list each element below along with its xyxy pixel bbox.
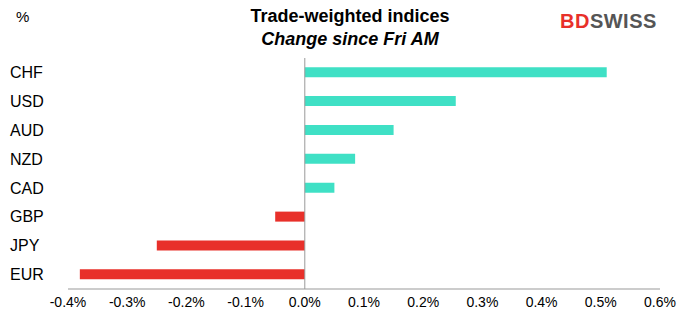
svg-text:-0.4%: -0.4% [50,294,87,310]
svg-text:CAD: CAD [10,180,44,197]
html-text:Trade-weighted indices: Trade-weighted indices [250,6,450,26]
svg-text:0.5%: 0.5% [585,294,617,310]
svg-text:0.2%: 0.2% [407,294,439,310]
svg-text:0.0%: 0.0% [289,294,321,310]
svg-text:GBP: GBP [10,208,44,225]
svg-text:-0.3%: -0.3% [109,294,146,310]
svg-text:EUR: EUR [10,266,44,283]
svg-text:-0.1%: -0.1% [227,294,264,310]
svg-text:0.6%: 0.6% [644,294,676,310]
svg-text:USD: USD [10,93,44,110]
svg-text:CHF: CHF [10,64,43,81]
svg-text:JPY: JPY [10,237,40,254]
svg-text:AUD: AUD [10,122,44,139]
svg-text:0.3%: 0.3% [466,294,498,310]
svg-text:NZD: NZD [10,151,43,168]
html-text:Change since Fri AM: Change since Fri AM [261,29,439,49]
svg-text:0.4%: 0.4% [526,294,558,310]
svg-text:-0.2%: -0.2% [168,294,205,310]
html-text:BD SWISS: BD SWISS [560,10,657,32]
svg-text:0.1%: 0.1% [348,294,380,310]
